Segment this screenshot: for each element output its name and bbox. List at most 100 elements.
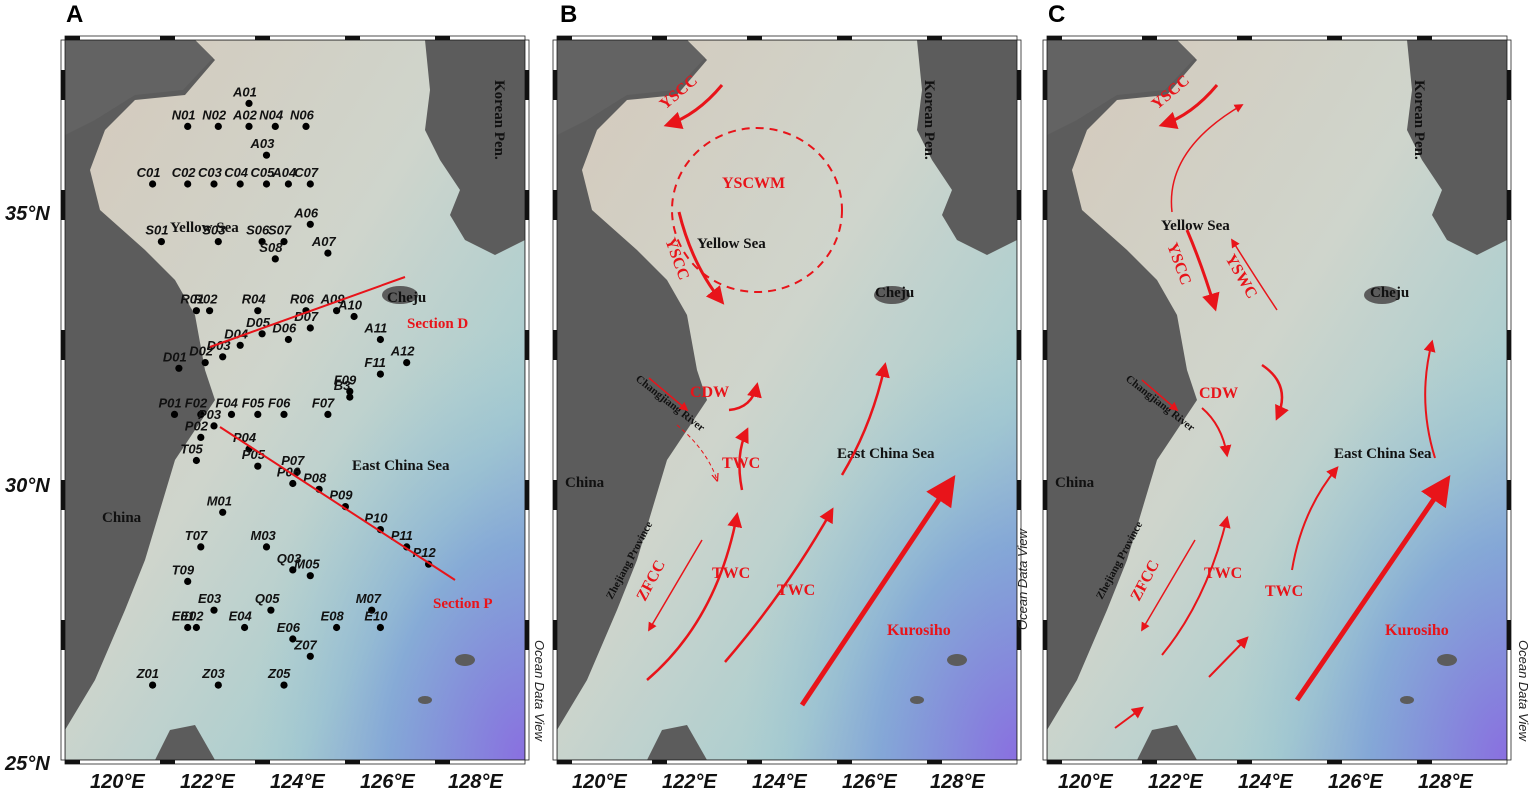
station-label: D02 <box>189 344 214 359</box>
station-dot <box>197 433 205 441</box>
station-marker: Q03 <box>277 551 302 574</box>
station-dot <box>210 180 218 188</box>
station-marker: A11 <box>363 321 387 344</box>
station-dot <box>219 508 227 516</box>
station-dot <box>170 410 179 418</box>
lon-label-a-122: 122°E <box>180 771 235 793</box>
station-marker: T07 <box>185 528 208 551</box>
station-dot <box>289 566 297 574</box>
lon-label-c-126: 126°E <box>1328 771 1383 793</box>
cdw-label: CDW <box>690 384 729 401</box>
station-label: Z05 <box>267 666 291 681</box>
station-marker: Z03 <box>201 666 225 689</box>
station-marker: A03 <box>250 136 276 159</box>
station-dot <box>333 623 341 632</box>
twc-arrow-3 <box>724 507 834 663</box>
twc-label-1: TWC <box>1204 565 1242 582</box>
station-label: E03 <box>198 591 222 606</box>
yscc-north-arrow <box>1158 84 1219 129</box>
station-dot <box>157 238 165 246</box>
yellow-sea-label: Yellow Sea <box>1161 218 1230 234</box>
station-label: C03 <box>198 165 223 180</box>
station-dot <box>271 122 279 130</box>
station-marker: S03 <box>202 223 226 246</box>
station-marker: R01 <box>180 292 204 315</box>
station-dot <box>262 180 271 188</box>
station-label: A03 <box>250 136 276 151</box>
station-dot <box>324 249 332 257</box>
station-label: R01 <box>180 292 204 307</box>
station-marker: A07 <box>311 234 337 257</box>
station-marker: M03 <box>251 528 277 551</box>
lon-label-b-122: 122°E <box>662 771 717 793</box>
korea-label: Korean Pen. <box>921 80 937 160</box>
yscwm-label: YSCWM <box>722 175 785 192</box>
station-label: A10 <box>337 298 363 313</box>
section-p-line <box>219 426 456 581</box>
station-dot <box>214 681 222 689</box>
station-label: N01 <box>172 107 196 122</box>
station-label: M03 <box>251 528 277 543</box>
station-marker: S01 <box>145 223 169 246</box>
station-marker: S08 <box>259 240 283 263</box>
station-marker: F04 <box>216 395 239 418</box>
china-label: China <box>565 475 605 491</box>
station-label: F11 <box>364 355 385 370</box>
yscwm-dashed-ellipse <box>671 127 843 293</box>
station-label: S07 <box>268 223 292 238</box>
yswc-arrow <box>1231 238 1278 311</box>
station-marker: A02 <box>232 107 258 130</box>
station-dot <box>346 393 354 401</box>
station-label: A12 <box>390 344 416 359</box>
lon-label-c-124: 124°E <box>1238 771 1293 793</box>
station-label: P01 <box>159 395 182 410</box>
station-marker: F02 <box>185 395 208 418</box>
station-marker: P02 <box>185 418 209 441</box>
station-dot <box>262 543 271 551</box>
station-marker: S06 <box>246 223 270 246</box>
station-label: R04 <box>242 292 267 307</box>
station-dot <box>184 623 192 632</box>
station-label: M05 <box>294 557 320 572</box>
station-dot <box>289 479 297 488</box>
station-label: R02 <box>194 292 219 307</box>
station-dot <box>175 364 183 372</box>
station-dot <box>214 238 222 246</box>
station-dot <box>262 151 271 159</box>
station-marker: N02 <box>202 107 227 130</box>
kuroshio-label: Kurosiho <box>1385 622 1449 639</box>
twc-arrow-4 <box>840 362 890 476</box>
station-marker: C04 <box>224 165 249 188</box>
cheju-label: Cheju <box>875 285 914 301</box>
station-label: N04 <box>259 107 284 122</box>
station-dot <box>271 255 279 263</box>
section-d-line <box>209 276 406 348</box>
station-dot <box>284 335 292 344</box>
lon-label-c-122: 122°E <box>1148 771 1203 793</box>
station-label: Q05 <box>255 591 280 606</box>
changjiang-outflow-arrow <box>648 377 689 412</box>
station-marker: F06 <box>268 395 291 418</box>
panel-c-letter: C <box>1048 1 1065 28</box>
station-dot <box>149 180 157 188</box>
station-marker: C07 <box>294 165 319 188</box>
lat-label-30: 30°N <box>5 475 50 497</box>
station-marker: C02 <box>172 165 196 188</box>
station-dot <box>346 387 354 395</box>
station-label: C01 <box>137 165 161 180</box>
station-marker: P03 <box>198 407 222 430</box>
east-china-sea-label: East China Sea <box>837 446 935 462</box>
twc-arrow-5 <box>1423 339 1436 459</box>
station-dot <box>306 652 314 660</box>
station-dot <box>192 623 200 632</box>
lon-label-a-128: 128°E <box>448 771 503 793</box>
twc-label-2: TWC <box>712 565 750 582</box>
station-marker: F05 <box>242 395 265 418</box>
lon-label-b-128: 128°E <box>930 771 985 793</box>
station-marker: A01 <box>232 84 257 107</box>
station-label: A11 <box>363 321 387 336</box>
station-dot <box>241 623 249 632</box>
station-marker: E06 <box>277 620 301 643</box>
station-dot <box>333 307 341 315</box>
